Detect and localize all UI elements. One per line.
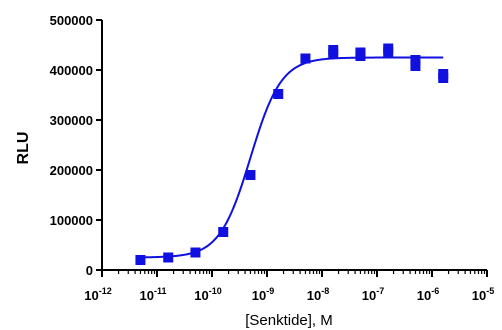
x-axis-title: [Senktide], M <box>245 312 333 329</box>
data-point <box>355 47 366 58</box>
x-axis-ticks: 10-12 10-11 10-10 10-9 10-8 10-7 10-6 10-5 <box>84 270 494 303</box>
data-point <box>245 170 256 180</box>
fit-curve <box>140 56 444 259</box>
x-tick-label: 10-7 <box>362 286 384 303</box>
x-tick-label: 10-10 <box>194 286 221 303</box>
data-point <box>300 53 311 64</box>
data-point <box>410 61 421 71</box>
x-tick-label: 10-5 <box>472 286 494 303</box>
data-point <box>135 255 146 265</box>
fit-curve-group <box>140 56 444 259</box>
y-tick-label: 300000 <box>50 113 93 128</box>
data-point <box>438 69 449 79</box>
data-point <box>328 45 339 55</box>
y-axis-title: RLU <box>15 132 32 165</box>
data-point <box>218 227 229 237</box>
data-point <box>410 55 421 65</box>
y-tick-label: 400000 <box>50 63 93 78</box>
x-tick-label: 10-12 <box>84 286 111 303</box>
y-tick-label: 100000 <box>50 213 93 228</box>
y-axis-ticks: 0 100000 200000 300000 400000 500000 <box>50 13 102 278</box>
y-tick-label: 0 <box>86 263 93 278</box>
x-tick-label: 10-11 <box>140 286 167 303</box>
data-points <box>135 43 449 265</box>
data-point <box>383 43 394 54</box>
data-point <box>273 89 284 99</box>
x-tick-label: 10-8 <box>307 286 329 303</box>
x-tick-label: 10-6 <box>417 286 439 303</box>
y-tick-label: 200000 <box>50 163 93 178</box>
x-tick-label: 10-9 <box>252 286 274 303</box>
data-point <box>163 252 174 263</box>
axes <box>101 20 487 271</box>
data-point <box>190 247 201 258</box>
y-tick-label: 500000 <box>50 13 93 28</box>
